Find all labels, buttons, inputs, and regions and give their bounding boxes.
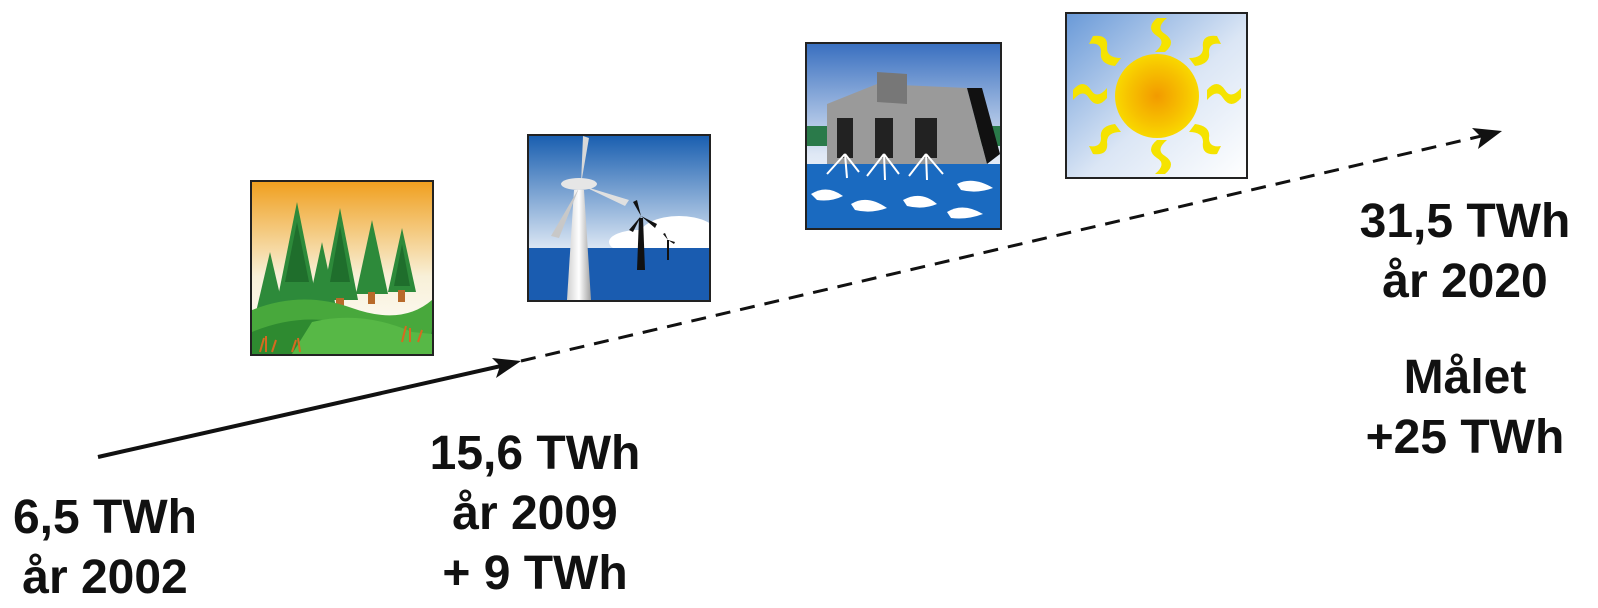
- dashed-arrowhead: [1472, 128, 1502, 149]
- solid-growth-line: [97, 362, 511, 459]
- goal-label: Målet +25 TWh: [1340, 348, 1590, 468]
- end-year: år 2020: [1382, 255, 1548, 308]
- forest-picture: [250, 180, 434, 356]
- solid-arrowhead: [492, 358, 521, 378]
- start-value: 6,5 TWh: [12, 491, 197, 544]
- goal-title: Målet: [1403, 351, 1527, 404]
- sun-picture: [1065, 12, 1248, 179]
- wind-turbine-icon: [529, 136, 709, 300]
- forest-icon: [252, 182, 432, 354]
- end-label: 31,5 TWh år 2020: [1340, 192, 1590, 312]
- mid-year: år 2009: [452, 487, 618, 540]
- hydropower-picture: [805, 42, 1002, 230]
- end-value: 31,5 TWh: [1359, 195, 1571, 248]
- start-year: år 2002: [22, 551, 188, 604]
- hydropower-dam-icon: [807, 44, 1000, 228]
- wind-turbine-picture: [527, 134, 711, 302]
- mid-label: 15,6 TWh år 2009 + 9 TWh: [410, 424, 660, 604]
- sun-icon: [1067, 14, 1246, 177]
- goal-delta: +25 TWh: [1365, 411, 1565, 464]
- start-label: 6,5 TWh år 2002: [0, 488, 210, 608]
- dashed-projection-line: [520, 132, 1491, 363]
- mid-delta: + 9 TWh: [442, 547, 628, 600]
- mid-value: 15,6 TWh: [429, 427, 641, 480]
